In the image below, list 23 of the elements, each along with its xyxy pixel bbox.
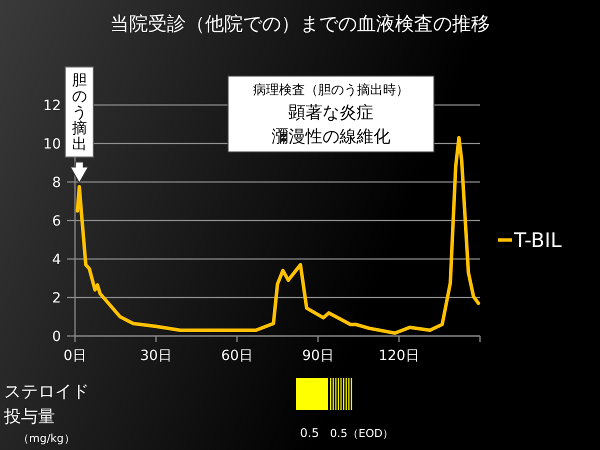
y-tick-label: 10 <box>43 136 61 152</box>
x-tick-label: 90日 <box>302 348 334 364</box>
x-tick-label: 30日 <box>140 348 172 364</box>
y-tick-label: 6 <box>52 214 62 230</box>
x-tick-label: 60日 <box>221 348 253 364</box>
text: （mg/kg） <box>18 432 75 445</box>
y-tick-label: 0 <box>52 329 61 345</box>
y-tick-label: 2 <box>52 290 61 306</box>
annotation: 瀰漫性の線維化 <box>272 127 390 147</box>
text: 0.5（EOD） <box>330 427 394 440</box>
text: ステロイド <box>4 382 89 402</box>
chart-title: 当院受診（他院での）までの血液検査の推移 <box>110 13 490 35</box>
legend-label: T-BIL <box>513 228 563 252</box>
text: 0.5 <box>300 426 320 440</box>
y-tick-label: 8 <box>52 175 61 191</box>
x-tick-label: 0日 <box>64 348 86 364</box>
text: 病理検査（胆のう摘出時） <box>253 83 409 98</box>
y-tick-label: 4 <box>52 252 62 268</box>
y-tick-label: 12 <box>43 98 61 114</box>
text: 投与量 <box>3 407 55 427</box>
annotation: 胆のう摘出 <box>72 71 87 153</box>
x-tick-label: 120日 <box>378 348 420 364</box>
annotation: 顕著な炎症 <box>288 103 374 123</box>
